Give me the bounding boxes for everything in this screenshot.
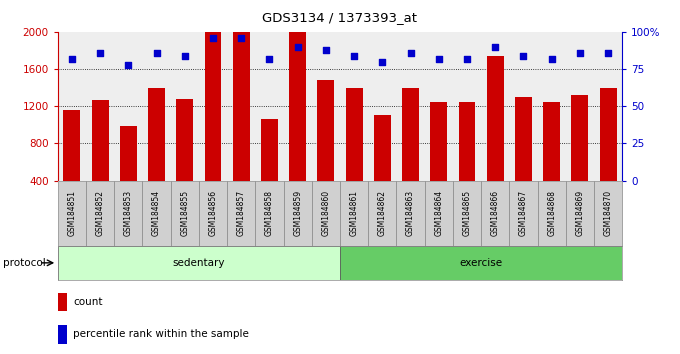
Bar — [205, 0, 222, 181]
Text: GSM184852: GSM184852 — [96, 190, 105, 236]
Point — [518, 53, 529, 58]
Bar — [58, 293, 67, 312]
Text: GSM184859: GSM184859 — [293, 190, 302, 236]
Bar — [233, 1, 250, 181]
Bar — [509, 181, 538, 246]
Point — [490, 44, 500, 50]
Bar — [289, 32, 306, 181]
Text: GSM184867: GSM184867 — [519, 190, 528, 236]
Text: GSM184865: GSM184865 — [462, 190, 471, 236]
Bar — [425, 181, 453, 246]
Point — [264, 56, 275, 62]
Bar — [120, 126, 137, 181]
Text: GSM184868: GSM184868 — [547, 190, 556, 236]
Bar — [481, 181, 509, 246]
Bar — [340, 246, 622, 280]
Text: GSM184861: GSM184861 — [350, 190, 358, 236]
Bar — [199, 181, 227, 246]
Bar — [566, 181, 594, 246]
Bar — [58, 246, 340, 280]
Bar — [86, 181, 114, 246]
Point — [377, 59, 388, 64]
Text: GSM184870: GSM184870 — [604, 190, 613, 236]
Point — [575, 50, 585, 56]
Text: GSM184855: GSM184855 — [180, 190, 189, 236]
Text: GSM184854: GSM184854 — [152, 190, 161, 236]
Text: GSM184863: GSM184863 — [406, 190, 415, 236]
Bar — [543, 102, 560, 181]
Text: count: count — [73, 297, 103, 307]
Point — [602, 50, 613, 56]
Point — [433, 56, 444, 62]
Bar — [312, 181, 340, 246]
Text: GSM184866: GSM184866 — [491, 190, 500, 236]
Bar — [227, 181, 256, 246]
Point — [180, 53, 190, 58]
Point — [292, 44, 303, 50]
Bar — [430, 103, 447, 181]
Bar — [458, 103, 475, 181]
Text: GSM184857: GSM184857 — [237, 190, 245, 236]
Text: GSM184862: GSM184862 — [378, 190, 387, 236]
Bar — [374, 115, 391, 181]
Point — [95, 50, 105, 56]
Text: percentile rank within the sample: percentile rank within the sample — [73, 329, 249, 339]
Text: GSM184864: GSM184864 — [435, 190, 443, 236]
Bar — [261, 119, 278, 181]
Point — [151, 50, 162, 56]
Bar — [171, 181, 199, 246]
Bar — [318, 80, 335, 181]
Bar — [515, 97, 532, 181]
Text: exercise: exercise — [460, 258, 503, 268]
Point — [236, 35, 247, 41]
Bar — [487, 56, 504, 181]
Bar — [369, 181, 396, 246]
Text: GSM184856: GSM184856 — [209, 190, 218, 236]
Bar — [176, 99, 193, 181]
Point — [405, 50, 416, 56]
Point — [320, 47, 331, 52]
Bar — [600, 88, 617, 181]
Text: sedentary: sedentary — [173, 258, 225, 268]
Bar — [58, 325, 67, 344]
Text: protocol: protocol — [3, 258, 46, 268]
Point — [67, 56, 78, 62]
Bar — [284, 181, 312, 246]
Bar — [58, 181, 86, 246]
Bar — [340, 181, 369, 246]
Bar — [148, 88, 165, 181]
Bar — [402, 88, 419, 181]
Point — [123, 62, 134, 67]
Bar — [63, 110, 80, 181]
Text: GDS3134 / 1373393_at: GDS3134 / 1373393_at — [262, 11, 418, 24]
Bar — [396, 181, 425, 246]
Bar — [594, 181, 622, 246]
Bar — [114, 181, 143, 246]
Text: GSM184853: GSM184853 — [124, 190, 133, 236]
Bar — [143, 181, 171, 246]
Text: GSM184851: GSM184851 — [67, 190, 76, 236]
Bar — [345, 88, 362, 181]
Bar — [453, 181, 481, 246]
Point — [207, 35, 218, 41]
Point — [546, 56, 557, 62]
Text: GSM184869: GSM184869 — [575, 190, 584, 236]
Bar — [256, 181, 284, 246]
Bar — [538, 181, 566, 246]
Bar — [92, 100, 109, 181]
Point — [349, 53, 360, 58]
Bar — [571, 95, 588, 181]
Point — [462, 56, 473, 62]
Text: GSM184860: GSM184860 — [322, 190, 330, 236]
Text: GSM184858: GSM184858 — [265, 190, 274, 236]
